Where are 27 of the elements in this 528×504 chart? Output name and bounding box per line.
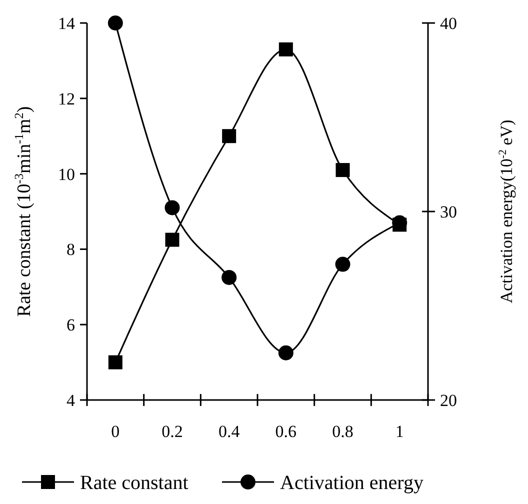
y2-tick-label: 30 [440,202,457,222]
y-tick-label: 8 [66,240,75,260]
x-tick-label: 0.8 [332,422,354,441]
y2-tick-label: 40 [440,14,457,33]
y-tick-label: 4 [66,390,76,410]
x-tick-label: 1 [395,422,404,441]
legend-label: Rate constant [80,472,189,494]
point [222,129,236,144]
point [335,256,350,272]
legend-label: Activation energy [280,472,424,494]
x-tick-label: 0.6 [275,422,297,441]
point [108,16,123,30]
y-tick-label: 6 [66,316,75,335]
point [278,42,293,56]
y-tick-label: 12 [58,89,75,108]
point [278,345,294,360]
y-tick-label: 10 [58,164,75,184]
x-tick-label: 0.4 [218,422,240,441]
point [164,200,180,216]
point [222,270,237,285]
point [336,163,350,178]
point [165,232,180,247]
point [108,355,122,370]
y2-tick-label: 20 [440,390,457,410]
x-tick-label: 0 [111,422,120,441]
x-tick-label: 0.2 [162,422,183,441]
y-tick-label: 14 [58,14,76,33]
